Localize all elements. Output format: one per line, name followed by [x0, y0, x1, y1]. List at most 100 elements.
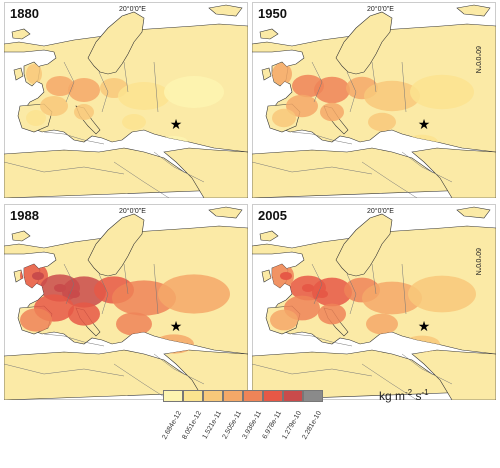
border-line	[98, 71, 109, 113]
panel-year-label: 1950	[258, 6, 287, 21]
land-shape	[11, 28, 31, 40]
emission-patch	[20, 308, 52, 332]
emission-patch	[26, 64, 42, 84]
land-shape	[411, 349, 496, 400]
border-line	[4, 161, 125, 175]
panel-year-label: 1880	[10, 6, 39, 21]
emission-patch	[320, 102, 344, 122]
map-1988: ★	[4, 204, 248, 400]
border-line	[113, 363, 170, 400]
border-line	[291, 131, 353, 145]
border-line	[63, 263, 75, 305]
border-line	[361, 363, 418, 400]
land-shape	[87, 11, 145, 75]
land-shape	[4, 147, 225, 198]
border-line	[311, 263, 323, 305]
border-line	[43, 333, 105, 347]
map-1950: ★	[252, 2, 496, 198]
emission-patch	[272, 62, 292, 86]
longitude-label: 20°0'0"E	[119, 208, 146, 215]
emission-patch	[270, 309, 298, 331]
border-line	[4, 363, 125, 377]
emission-patch	[118, 82, 170, 110]
land-shape	[11, 230, 31, 242]
land-shape	[411, 147, 496, 198]
border-line	[123, 263, 129, 295]
land-shape	[456, 4, 491, 17]
emission-patch	[286, 94, 318, 118]
land-shape	[163, 147, 248, 198]
emission-hotspot	[54, 284, 66, 292]
border-line	[291, 333, 353, 347]
land-shape	[208, 206, 243, 219]
legend-swatch	[183, 390, 203, 402]
emission-patch	[368, 112, 396, 132]
border-line	[98, 273, 109, 315]
land-shape	[252, 349, 473, 400]
emission-patch	[68, 302, 100, 326]
border-line	[401, 263, 407, 315]
land-shape	[335, 11, 393, 75]
border-line	[346, 273, 357, 315]
map-2005: ★	[252, 204, 496, 400]
legend-swatch	[163, 390, 183, 402]
color-legend: kg m-2 s-1 2.684e-12 8.051e-12 1.521e-11 2.…	[161, 388, 483, 460]
land-shape	[252, 147, 473, 198]
land-shape	[163, 349, 248, 400]
emission-patch	[74, 104, 94, 120]
border-line	[371, 263, 377, 295]
border-line	[153, 61, 159, 113]
emission-patch	[362, 281, 422, 315]
land-shape	[87, 213, 145, 277]
border-line	[401, 353, 453, 385]
border-line	[361, 161, 418, 198]
emission-patch	[40, 96, 68, 116]
emission-patch	[312, 277, 352, 307]
land-shape	[456, 206, 491, 219]
map-panel-1950: ★ 1950 20°0'0"E 60°0'0"N	[252, 2, 496, 198]
land-shape	[208, 4, 243, 17]
legend-swatch	[283, 390, 303, 402]
border-line	[153, 263, 159, 315]
emission-patch	[364, 80, 420, 112]
border-line	[153, 353, 205, 385]
map-panel-1988: ★ 1988 20°0'0"E	[4, 204, 248, 400]
site-marker-icon: ★	[170, 117, 183, 133]
land-shape	[259, 28, 279, 40]
legend-unit: kg m-2 s-1	[379, 388, 429, 403]
land-shape	[259, 230, 279, 242]
country-borders	[4, 263, 205, 400]
emission-layer	[272, 62, 474, 150]
panel-year-label: 2005	[258, 208, 287, 223]
border-line	[371, 61, 377, 93]
country-borders	[4, 61, 205, 198]
emission-patch	[410, 74, 474, 110]
emission-patch	[26, 110, 46, 126]
longitude-label: 20°0'0"E	[367, 6, 394, 13]
border-line	[113, 161, 170, 198]
country-borders	[252, 61, 453, 198]
border-line	[346, 71, 357, 113]
emission-patch	[408, 275, 476, 313]
border-line	[123, 61, 129, 93]
emission-hotspot	[302, 284, 314, 292]
emission-patch	[272, 108, 296, 128]
country-borders	[252, 263, 453, 400]
emission-hotspot	[280, 272, 292, 280]
map-panel-2005: ★ 2005 20°0'0"E 60°0'0"N	[252, 204, 496, 400]
land-shape	[335, 213, 393, 277]
border-line	[252, 363, 373, 377]
border-line	[63, 61, 75, 103]
border-line	[311, 61, 323, 103]
longitude-label: 20°0'0"E	[119, 6, 146, 13]
legend-swatch	[223, 390, 243, 402]
latitude-label: 60°0'0"N	[473, 248, 481, 276]
panel-year-label: 1988	[10, 208, 39, 223]
emission-patch	[366, 313, 398, 335]
site-marker-icon: ★	[418, 319, 431, 335]
emission-patch	[318, 303, 346, 325]
border-line	[252, 161, 373, 175]
site-marker-icon: ★	[170, 319, 183, 335]
latitude-label: 60°0'0"N	[473, 46, 481, 74]
longitude-label: 20°0'0"E	[367, 208, 394, 215]
